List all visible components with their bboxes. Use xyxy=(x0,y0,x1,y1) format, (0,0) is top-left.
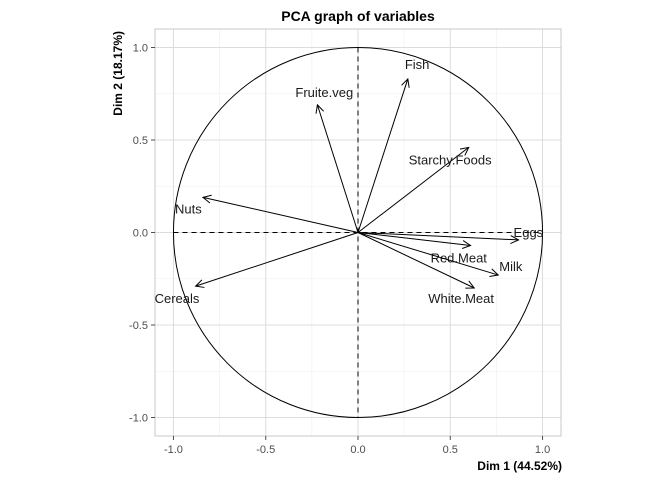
x-tick-label: -1.0 xyxy=(164,444,183,456)
arrow-white-meat xyxy=(357,232,474,289)
arrow-nuts xyxy=(203,197,359,233)
x-tick-label: 1.0 xyxy=(535,444,550,456)
arrow-fish xyxy=(357,79,408,233)
label-cereals: Cereals xyxy=(155,291,200,306)
axes: -1.0 -0.5 0.0 0.5 1.0 -1.0 -0.5 0.0 0.5 1.0 xyxy=(129,43,550,457)
label-starchy-foods: Starchy.Foods xyxy=(409,152,492,167)
arrow-red-meat xyxy=(357,232,471,246)
arrow-eggs xyxy=(357,232,519,240)
y-tick-label: 0.0 xyxy=(133,228,148,240)
label-red-meat: Red.Meat xyxy=(431,250,488,265)
x-axis-title: Dim 1 (44.52%) xyxy=(477,459,562,473)
label-fruite-veg: Fruite.veg xyxy=(295,85,353,100)
label-fish: Fish xyxy=(405,57,430,72)
label-nuts: Nuts xyxy=(175,201,202,216)
y-tick-label: 0.5 xyxy=(133,135,148,147)
y-tick-label: -1.0 xyxy=(129,413,148,425)
arrow-starchy-foods xyxy=(357,147,469,233)
chart-title: PCA graph of variables xyxy=(281,8,435,24)
variable-arrows: Fish Fruite.veg Starchy.Foods Nuts Eggs Red.M… xyxy=(155,47,544,418)
label-milk: Milk xyxy=(499,259,523,274)
arrow-cereals xyxy=(196,232,359,287)
x-tick-label: 0.5 xyxy=(443,444,458,456)
arrow-fruite-veg xyxy=(317,105,359,233)
y-axis-title: Dim 2 (18.17%) xyxy=(111,31,125,116)
y-tick-label: 1.0 xyxy=(133,43,148,55)
y-tick-label: -0.5 xyxy=(129,320,148,332)
label-white-meat: White.Meat xyxy=(428,291,494,306)
x-tick-label: 0.0 xyxy=(350,444,365,456)
x-tick-label: -0.5 xyxy=(256,444,275,456)
label-eggs: Eggs xyxy=(514,225,544,240)
arrow-milk xyxy=(357,232,498,276)
